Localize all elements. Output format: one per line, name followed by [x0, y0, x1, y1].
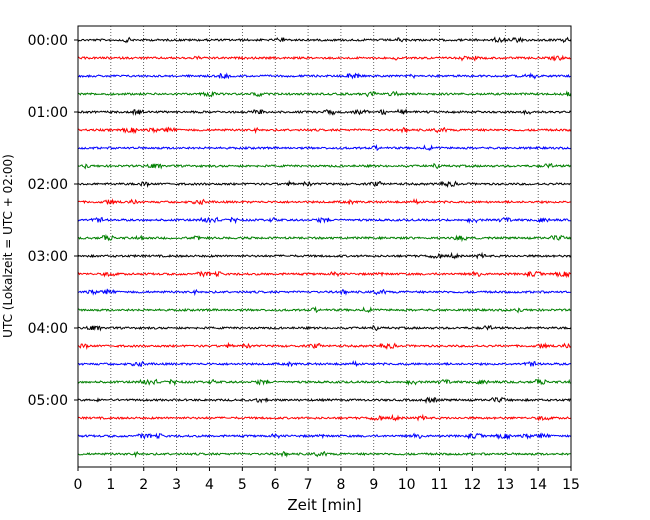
y-tick-label: 00:00 [28, 33, 68, 49]
y-axis-label: UTC (Lokalzeit = UTC + 02:00) [1, 154, 15, 338]
x-tick-label: 13 [496, 477, 514, 493]
y-tick-label: 02:00 [28, 177, 68, 193]
trace-line [77, 413, 572, 422]
x-tick-label: 12 [463, 477, 481, 493]
x-tick-label: 2 [139, 477, 148, 493]
trace-line [77, 288, 571, 297]
seismic-traces [77, 36, 572, 459]
trace-line [77, 360, 572, 368]
x-tick-label: 1 [106, 477, 115, 493]
x-tick-label: 5 [238, 477, 247, 493]
x-tick-label: 7 [304, 477, 313, 493]
x-tick-label: 8 [336, 477, 345, 493]
x-tick-label: 6 [271, 477, 280, 493]
y-tick-label: 04:00 [28, 321, 68, 337]
trace-line [77, 251, 572, 260]
trace-line [77, 450, 571, 459]
trace-line [78, 305, 572, 314]
x-tick-label: 14 [529, 477, 547, 493]
grid-lines [110, 26, 539, 467]
trace-line [77, 126, 572, 135]
trace-line [77, 36, 572, 44]
trace-line [77, 162, 572, 170]
trace-line [77, 90, 572, 98]
x-tick-label: 11 [431, 477, 449, 493]
trace-line [77, 54, 572, 62]
y-axis: 00:00 01:00 02:00 03:00 04:00 05:00 [28, 33, 78, 409]
trace-line [77, 396, 572, 404]
trace-line [77, 216, 571, 225]
y-tick-label: 01:00 [28, 105, 68, 121]
plot-frame [77, 25, 572, 468]
x-tick-label: 4 [205, 477, 214, 493]
trace-line [77, 270, 572, 279]
trace-line [77, 341, 572, 351]
trace-line [77, 198, 571, 206]
trace-line [77, 179, 571, 189]
trace-line [77, 143, 572, 152]
x-tick-label: 9 [369, 477, 378, 493]
trace-line [77, 324, 572, 332]
x-tick-label: 10 [398, 477, 416, 493]
trace-line [77, 233, 572, 243]
trace-line [77, 377, 571, 387]
x-tick-label: 0 [74, 477, 83, 493]
trace-line [77, 108, 572, 116]
trace-line [77, 432, 572, 441]
x-tick-label: 15 [562, 477, 580, 493]
trace-line [77, 72, 571, 80]
x-tick-label: 3 [172, 477, 181, 493]
x-axis: 0 1 2 3 4 5 6 7 8 9 10 11 12 13 14 15 [74, 467, 580, 493]
y-tick-label: 05:00 [28, 393, 68, 409]
y-tick-label: 03:00 [28, 249, 68, 265]
x-axis-label: Zeit [min] [287, 496, 361, 514]
